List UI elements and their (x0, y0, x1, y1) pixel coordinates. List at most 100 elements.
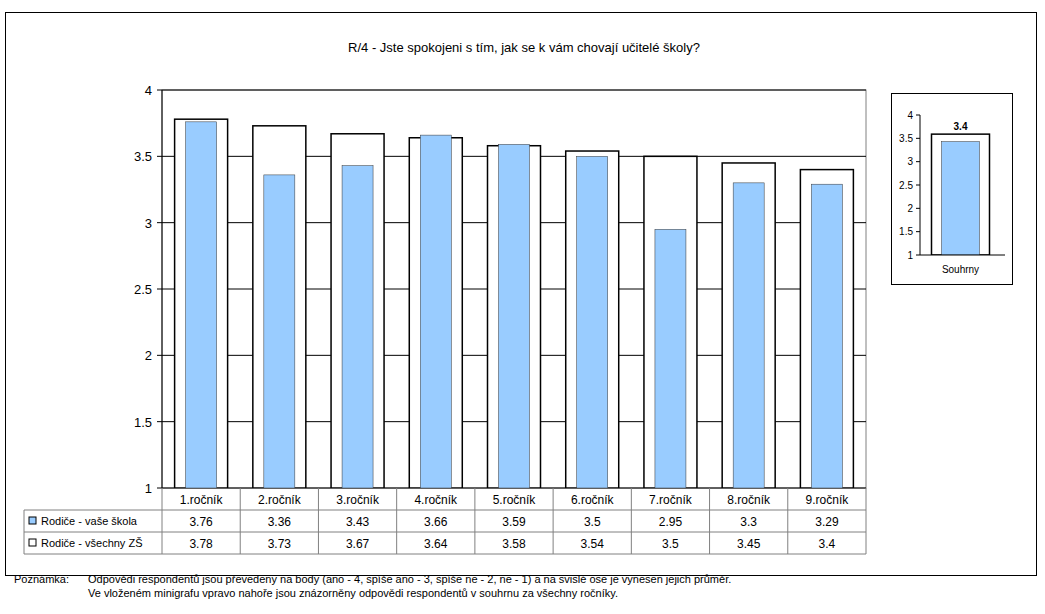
y-tick-label: 3.5 (134, 149, 152, 164)
tick-mark (157, 488, 162, 489)
bar (722, 163, 775, 488)
y-axis-line (162, 90, 163, 488)
table-line (24, 510, 866, 511)
bar (253, 126, 306, 488)
y-tick-label: 1 (145, 481, 152, 496)
y-tick-label: 2 (145, 348, 152, 363)
data-label: 3.4 (954, 121, 968, 132)
legend-swatch (29, 539, 36, 546)
tick-mark (157, 90, 162, 91)
chart-svg: R/4 - Jste spokojeni s tím, jak se k vám… (0, 0, 1045, 614)
bar (420, 135, 451, 488)
table-value: 3.5 (662, 537, 679, 551)
tick-mark (916, 185, 920, 186)
x-tick-label: Souhrny (942, 264, 979, 275)
y-tick-label: 2 (907, 203, 913, 214)
bar (932, 134, 990, 255)
tick-mark (916, 208, 920, 209)
x-tick-label: 5.ročník (493, 493, 537, 507)
legend-swatch (29, 517, 36, 524)
table-value: 3.3 (740, 515, 757, 529)
x-tick-label: 2.ročník (258, 493, 302, 507)
table-line (474, 488, 475, 554)
bar (577, 156, 608, 488)
bar (655, 229, 686, 488)
chart-root: R/4 - Jste spokojeni s tím, jak se k vám… (0, 0, 1045, 614)
chart-title: R/4 - Jste spokojeni s tím, jak se k vám… (348, 40, 700, 55)
x-tick-label: 8.ročník (727, 493, 771, 507)
tick-mark (916, 231, 920, 232)
table-value: 3.76 (189, 515, 213, 529)
y-tick-label: 4 (145, 83, 152, 98)
table-value: 3.78 (189, 537, 213, 551)
bar (733, 183, 764, 488)
y-tick-label: 3 (907, 156, 913, 167)
tick-mark (916, 115, 920, 116)
bar (644, 156, 697, 488)
tick-mark (157, 222, 162, 223)
y-axis-line (920, 115, 921, 255)
x-tick-label: 6.ročník (571, 493, 615, 507)
table-line (24, 554, 866, 555)
table-line (24, 510, 25, 554)
table-value: 3.73 (268, 537, 292, 551)
annotation: Poznámka: (14, 573, 69, 585)
table-line (709, 488, 710, 554)
bars (175, 119, 854, 488)
table-line (396, 488, 397, 554)
table-value: 3.64 (424, 537, 448, 551)
table-value: 3.58 (502, 537, 526, 551)
table-line (24, 532, 866, 533)
plot-area (162, 90, 866, 488)
tick-mark (157, 156, 162, 157)
tick-mark (157, 355, 162, 356)
table-value: 3.54 (581, 537, 605, 551)
tick-mark (157, 289, 162, 290)
table-value: 3.4 (819, 537, 836, 551)
y-tick-label: 2.5 (899, 180, 913, 191)
y-tick-label: 1 (907, 250, 913, 261)
table-line (631, 488, 632, 554)
bars (932, 134, 990, 255)
table-value: 3.45 (737, 537, 761, 551)
table-value: 3.66 (424, 515, 448, 529)
x-tick-label: 7.ročník (649, 493, 693, 507)
x-tick-label: 3.ročník (336, 493, 380, 507)
x-axis-line (920, 255, 1005, 256)
legend-label: Rodiče - všechny ZŠ (41, 537, 142, 549)
y-tick-label: 3.5 (899, 133, 913, 144)
table-line (318, 488, 319, 554)
y-tick-label: 2.5 (134, 282, 152, 297)
annotation: Odpovědi respondentů jsou převedeny na b… (88, 573, 731, 585)
bar (175, 119, 228, 488)
table-line (553, 488, 554, 554)
bar (342, 166, 373, 488)
bar (800, 170, 853, 488)
x-tick-label: 4.ročník (414, 493, 458, 507)
outer-frame (6, 13, 1037, 576)
table-value: 3.5 (584, 515, 601, 529)
bar (264, 175, 295, 488)
table-line (240, 488, 241, 554)
annotation: Ve vloženém minigrafu vpravo nahoře jsou… (88, 587, 618, 599)
bar (499, 144, 530, 488)
table-line (162, 488, 163, 554)
y-tick-label: 3 (145, 216, 152, 231)
bar (811, 184, 842, 488)
legend-label: Rodiče - vaše škola (41, 515, 138, 527)
table-value: 3.67 (346, 537, 370, 551)
tick-mark (916, 161, 920, 162)
bar (566, 151, 619, 488)
tick-mark (157, 421, 162, 422)
bar (331, 134, 384, 488)
grid-line (162, 90, 866, 91)
inset-frame (892, 94, 1013, 285)
bar (186, 122, 217, 488)
table-value: 3.59 (502, 515, 526, 529)
table-value: 2.95 (659, 515, 683, 529)
tick-mark (916, 255, 920, 256)
y-tick-label: 1.5 (899, 226, 913, 237)
tick-mark (916, 138, 920, 139)
table-value: 3.36 (268, 515, 292, 529)
table-value: 3.43 (346, 515, 370, 529)
